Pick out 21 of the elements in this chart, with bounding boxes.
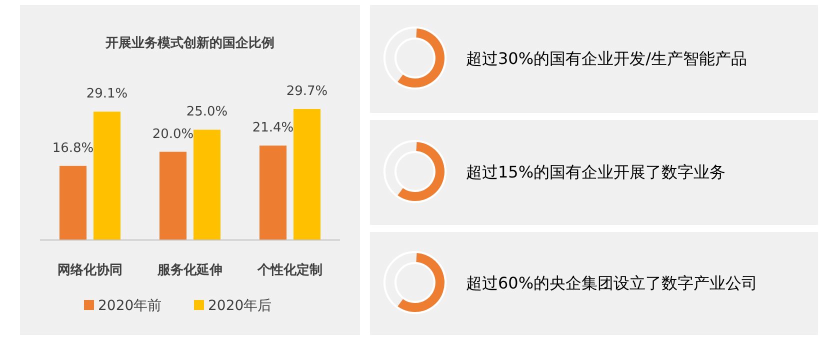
data-label: 25.0% (186, 104, 228, 120)
data-label: 29.1% (86, 86, 128, 102)
legend-label: 2020年前 (98, 298, 162, 314)
x-tick-label: 服务化延伸 (156, 263, 222, 278)
data-label: 21.4% (252, 120, 294, 136)
bar (260, 146, 286, 240)
data-label: 20.0% (152, 126, 194, 142)
bar (294, 109, 320, 240)
chart-title: 开展业务模式创新的国企比例 (104, 35, 274, 51)
bar (60, 166, 86, 240)
x-tick-label: 个性化定制 (256, 262, 322, 278)
data-label: 16.8% (52, 140, 94, 156)
text: 超过60%的央企集团设立了数字产业公司 (466, 274, 758, 292)
text: 超过30%的国有企业开发/生产智能产品 (466, 49, 747, 68)
bar (160, 152, 186, 240)
data-label: 29.7% (286, 84, 328, 99)
bar (94, 112, 120, 240)
x-tick-label: 网络化协同 (58, 263, 122, 278)
bar (194, 130, 220, 240)
legend-label: 2020年后 (208, 298, 272, 314)
text: 超过15%的国有企业开展了数字业务 (466, 162, 726, 182)
